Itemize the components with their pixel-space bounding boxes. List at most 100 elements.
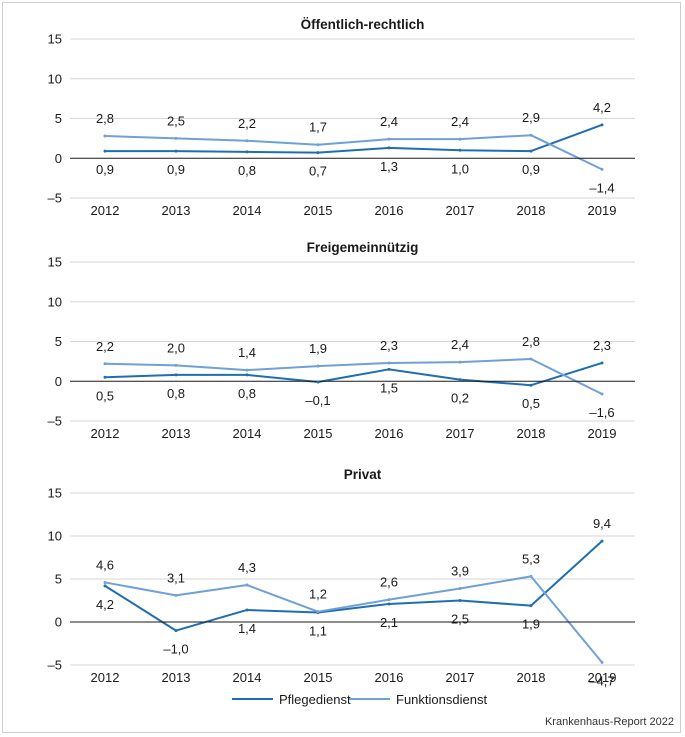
x-tick-label: 2014 [233,426,262,441]
data-label: 0,2 [451,391,469,406]
data-label: 2,3 [593,338,611,353]
data-point [103,584,107,588]
legend: Pflegedienst Funktionsdienst [232,692,487,707]
chart-panels: Öffentlich-rechtlich –5 0 5 10 15 0,9 0,9 0,8 0,7… [48,17,635,688]
data-point [387,602,391,606]
data-label: 1,0 [451,161,469,176]
data-label: 1,2 [309,587,327,602]
x-tick-label: 2013 [162,426,191,441]
data-point [103,580,107,584]
data-point [316,364,320,368]
data-point [103,134,107,138]
data-point [387,361,391,365]
data-point [387,598,391,602]
data-label: 4,6 [96,557,114,572]
data-point [174,363,178,367]
data-label: 1,9 [522,617,540,632]
data-label: –1,6 [589,405,614,420]
data-point [245,583,249,587]
legend-label-pflegedienst: Pflegedienst [279,692,351,707]
y-tick-label: 10 [48,294,62,309]
x-tick-label: 2019 [588,426,617,441]
data-point [174,629,178,633]
series-line-pflegedienst [104,362,603,387]
data-point [316,143,320,147]
data-label: 2,8 [522,334,540,349]
data-point [316,610,320,614]
x-tick-label: 2018 [517,670,546,685]
y-tick-label: 15 [48,32,62,47]
data-point [316,151,320,155]
y-tick-label: –5 [48,414,62,429]
data-point [103,375,107,379]
data-label: 2,8 [96,111,114,126]
data-label: 2,4 [451,114,469,129]
y-tick-label: 5 [55,334,62,349]
x-tick-label: 2015 [304,203,333,218]
data-point [387,367,391,371]
data-point [387,137,391,141]
data-label: 2,5 [167,113,185,128]
data-label: 0,8 [238,386,256,401]
x-tick-label: 2017 [446,426,475,441]
data-point [174,136,178,140]
x-tick-label: 2016 [375,203,404,218]
y-tick-label: –5 [48,658,62,673]
data-label: 0,5 [96,388,114,403]
data-point [174,373,178,377]
data-point [245,608,249,612]
data-label: 4,2 [593,100,611,115]
data-point [174,149,178,153]
data-point [600,167,604,171]
data-point [458,378,462,382]
x-tick-label: 2012 [91,203,120,218]
data-point [529,604,533,608]
data-point [245,373,249,377]
data-label: 9,4 [593,516,611,531]
data-label: 0,9 [167,162,185,177]
data-label: 1,3 [380,159,398,174]
data-point [600,361,604,365]
y-tick-label: 0 [55,615,62,630]
y-tick-label: 0 [55,151,62,166]
y-tick-label: 0 [55,374,62,389]
data-label: 3,1 [167,570,185,585]
data-label: 1,9 [309,341,327,356]
data-label: –0,1 [305,393,330,408]
x-tick-label: 2017 [446,670,475,685]
data-point [458,586,462,590]
data-point [245,139,249,143]
x-tick-label: 2014 [233,203,262,218]
data-label: 0,9 [522,162,540,177]
data-label: 2,4 [451,337,469,352]
chart-panel-2: Privat –5 0 5 10 15 4,2 –1,0 1,4 1,1 2,1 2,5 1,9 9,4 4… [48,467,635,688]
data-point [600,660,604,664]
data-label: 5,3 [522,551,540,566]
data-label: 0,8 [167,386,185,401]
series-line-pflegedienst [104,540,603,632]
source-note: Krankenhaus-Report 2022 [545,716,674,728]
data-label: 1,4 [238,345,256,360]
data-label: 2,6 [380,575,398,590]
y-tick-label: 15 [48,255,62,270]
series-line-funktionsdienst [104,357,603,395]
series-line-funktionsdienst [104,575,603,664]
data-point [458,360,462,364]
data-label: 2,2 [96,339,114,354]
x-tick-label: 2015 [304,426,333,441]
x-tick-label: 2013 [162,203,191,218]
data-label: 2,0 [167,340,185,355]
data-label: 2,9 [522,110,540,125]
data-label: 0,7 [309,164,327,179]
data-point [529,357,533,361]
data-point [529,574,533,578]
data-label: 1,7 [309,120,327,135]
data-label: 4,2 [96,597,114,612]
x-tick-label: 2015 [304,670,333,685]
data-label: –4,7 [589,673,614,688]
data-point [600,539,604,543]
x-tick-label: 2014 [233,670,262,685]
x-tick-label: 2016 [375,670,404,685]
legend-label-funktionsdienst: Funktionsdienst [396,692,487,707]
